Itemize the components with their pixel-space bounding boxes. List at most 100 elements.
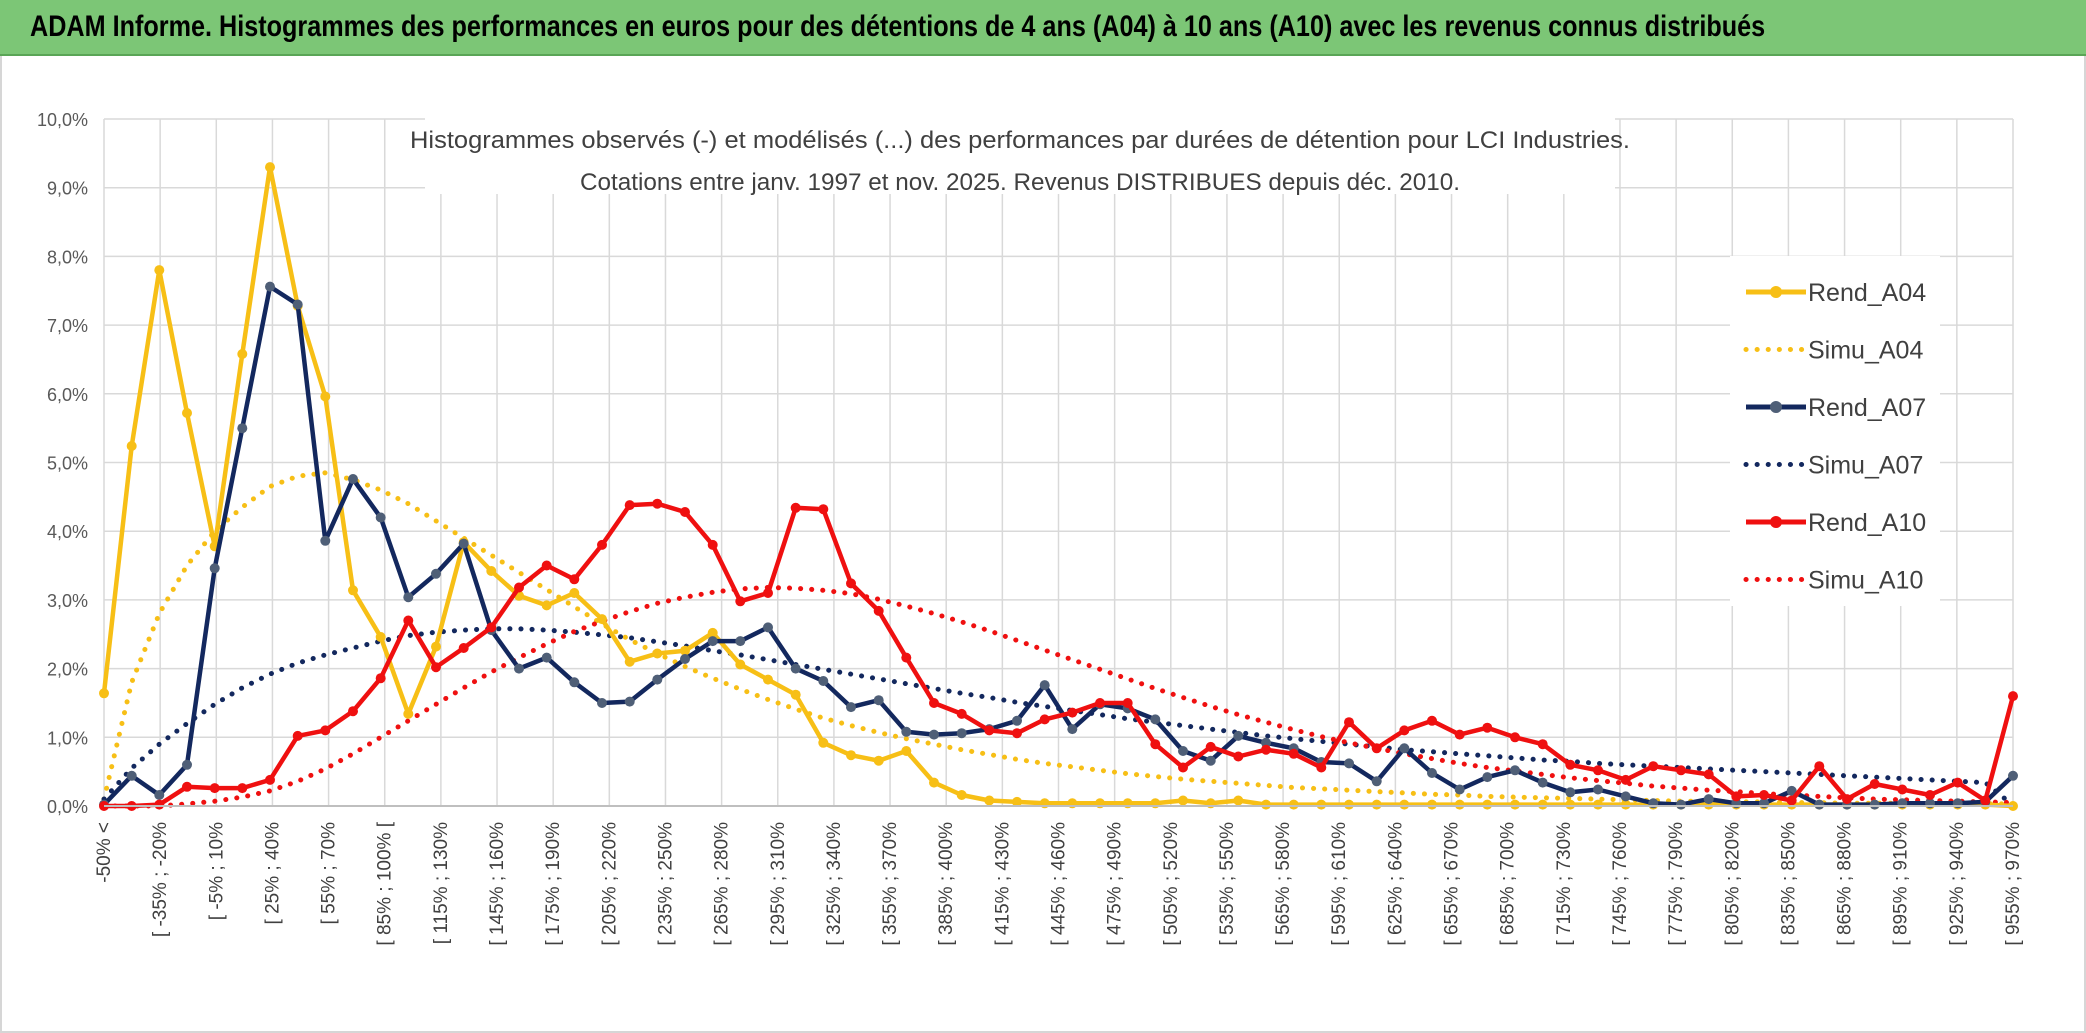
data-point-rend-a04 [1316, 799, 1327, 810]
data-point-rend-a07 [2008, 770, 2018, 781]
data-point-rend-a10 [1593, 765, 1603, 776]
data-point-rend-a04 [763, 674, 773, 685]
x-tick-label: [ 205% ; 220% [599, 822, 620, 946]
data-point-rend-a04 [237, 349, 248, 359]
x-tick-label: [ 175% ; 190% [543, 822, 564, 946]
series-line-simu-a04 [101, 470, 2016, 807]
data-point-rend-a10 [1482, 722, 1493, 733]
data-point-rend-a04 [1288, 799, 1299, 810]
legend-label: Rend_A07 [1808, 394, 1926, 422]
series-lines [99, 162, 2018, 811]
data-point-rend-a10 [265, 774, 275, 785]
data-point-rend-a04 [541, 600, 552, 611]
data-point-rend-a10 [1205, 741, 1216, 752]
data-point-rend-a10 [1565, 759, 1576, 770]
data-point-rend-a07 [569, 677, 580, 688]
data-point-rend-a04 [154, 265, 165, 276]
x-tick-label: [ 895% ; 910% [1891, 822, 1912, 946]
data-point-rend-a07 [707, 636, 718, 647]
x-tick-label: [ 745% ; 760% [1610, 822, 1631, 946]
data-point-rend-a10 [182, 781, 192, 792]
data-point-rend-a10 [403, 615, 414, 626]
data-point-rend-a04 [624, 656, 635, 667]
data-point-rend-a04 [929, 777, 939, 788]
data-point-rend-a04 [1454, 799, 1465, 810]
data-point-rend-a07 [1814, 799, 1825, 810]
data-point-rend-a04 [182, 408, 192, 418]
y-tick-label: 7,0% [47, 316, 88, 336]
x-tick-label: [ -35% ; -20% [150, 822, 171, 937]
data-point-rend-a10 [873, 605, 884, 616]
data-point-rend-a07 [818, 676, 829, 686]
data-point-rend-a07 [1593, 784, 1603, 795]
data-point-rend-a07 [846, 702, 856, 713]
x-tick-label: [ 85% ; 100% [ [375, 821, 396, 945]
x-tick-label: [ 535% ; 550% [1217, 822, 1238, 946]
data-point-rend-a04 [901, 746, 912, 756]
data-point-rend-a04 [1261, 799, 1271, 810]
data-point-rend-a10 [624, 500, 635, 511]
data-point-rend-a04 [984, 795, 995, 806]
data-point-rend-a07 [265, 281, 275, 292]
data-point-rend-a04 [956, 790, 967, 800]
data-point-rend-a10 [292, 730, 303, 741]
data-point-rend-a10 [1150, 739, 1161, 750]
data-point-rend-a07 [1039, 680, 1050, 691]
y-tick-label: 4,0% [47, 522, 88, 542]
x-tick-label: [ 325% ; 340% [824, 822, 845, 946]
data-point-rend-a10 [707, 539, 718, 550]
x-tick-label: [ 625% ; 640% [1385, 822, 1406, 946]
legend-label: Simu_A04 [1808, 337, 1923, 365]
data-point-rend-a10 [1731, 791, 1742, 802]
data-point-rend-a10 [375, 673, 386, 684]
data-point-rend-a04 [735, 659, 746, 670]
data-point-rend-a07 [624, 696, 635, 707]
data-point-rend-a07 [1178, 746, 1188, 756]
x-tick-label: [ 865% ; 880% [1835, 822, 1856, 946]
data-point-rend-a10 [1233, 751, 1244, 762]
x-tick-label: [ 295% ; 310% [768, 822, 789, 946]
data-point-rend-a07 [1261, 737, 1271, 748]
data-point-rend-a07 [1620, 791, 1631, 802]
x-tick-label: [ 265% ; 280% [712, 822, 733, 946]
y-tick-label: 3,0% [47, 591, 88, 611]
x-tick-label: -50% < [94, 822, 115, 883]
data-point-rend-a07 [1537, 777, 1548, 788]
legend-label: Rend_A10 [1808, 509, 1926, 537]
x-tick-label: [ 805% ; 820% [1722, 822, 1743, 946]
data-point-rend-a07 [1399, 743, 1410, 754]
data-point-rend-a10 [1261, 744, 1271, 755]
data-point-rend-a07 [1012, 715, 1022, 726]
data-point-rend-a10 [1980, 795, 1991, 806]
x-tick-label: [ 655% ; 670% [1442, 822, 1463, 946]
data-point-rend-a04 [707, 627, 718, 638]
data-point-rend-a10 [597, 539, 607, 550]
x-tick-label: [ 595% ; 610% [1329, 822, 1350, 946]
data-point-rend-a04 [1012, 796, 1022, 807]
data-point-rend-a04 [1233, 795, 1244, 806]
data-point-rend-a07 [209, 563, 220, 574]
x-tick-label: [ 505% ; 520% [1161, 822, 1182, 946]
data-point-rend-a07 [292, 299, 303, 310]
data-point-rend-a04 [1510, 799, 1520, 810]
data-point-rend-a10 [1703, 769, 1714, 780]
legend-label: Simu_A07 [1808, 452, 1923, 480]
series-line-simu-a10 [101, 585, 2016, 809]
data-point-rend-a04 [348, 585, 358, 596]
x-tick-label: [ 115% ; 130% [431, 822, 452, 944]
series-line-rend-a04 [101, 164, 2014, 809]
data-point-rend-a10 [1095, 698, 1105, 708]
data-point-rend-a07 [680, 654, 690, 664]
data-point-rend-a07 [126, 770, 137, 781]
data-point-rend-a07 [956, 728, 967, 739]
data-point-rend-a10 [1952, 777, 1963, 788]
data-point-rend-a04 [320, 391, 331, 402]
legend: Rend_A04 Simu_A04 Rend_A07 Simu_A07 Rend_A10… [1730, 256, 1940, 606]
y-tick-label: 8,0% [47, 247, 88, 267]
data-point-rend-a04 [265, 162, 275, 173]
data-point-rend-a04 [790, 689, 801, 700]
data-point-rend-a07 [541, 652, 552, 663]
title-background [425, 116, 1615, 194]
data-point-rend-a07 [1371, 776, 1382, 787]
y-tick-label: 6,0% [47, 385, 88, 405]
